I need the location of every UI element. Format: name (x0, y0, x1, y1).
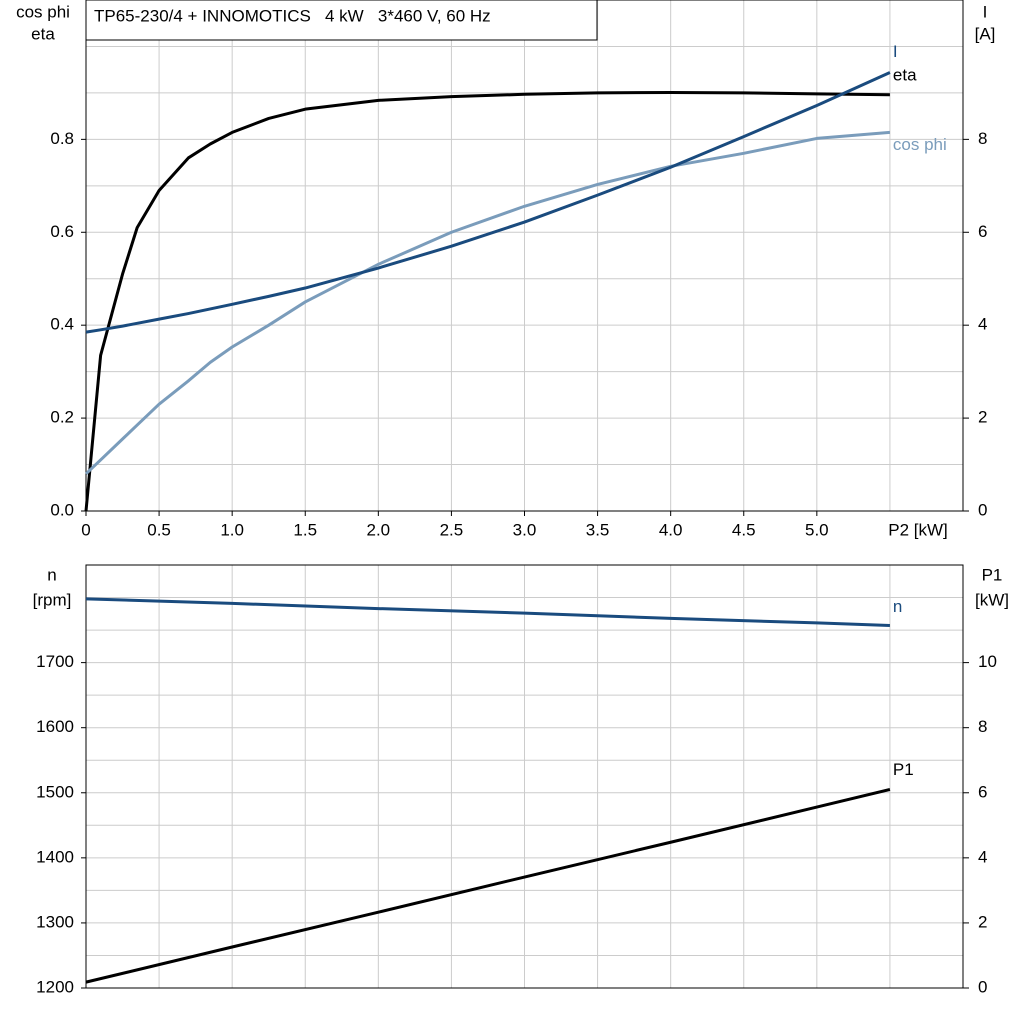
x-tick-label: 1.0 (220, 520, 244, 539)
series-label: cos phi (893, 135, 947, 154)
x-tick-label: 3.5 (586, 520, 610, 539)
y-tick-label: 0.6 (50, 222, 74, 241)
x-tick-label: 0 (81, 520, 90, 539)
y-axis-label: cos phi (16, 2, 70, 21)
y2-tick-label: 4 (978, 847, 987, 866)
y2-axis-label: P1 (982, 565, 1003, 584)
y-tick-label: 0.8 (50, 129, 74, 148)
y-axis-label: eta (31, 24, 55, 43)
y-tick-label: 1700 (36, 652, 74, 671)
y2-tick-label: 4 (978, 315, 987, 334)
x-tick-label: 0.5 (147, 520, 171, 539)
y-tick-label: 1500 (36, 782, 74, 801)
series-label: P1 (893, 760, 914, 779)
x-tick-label: 2.5 (440, 520, 464, 539)
x-axis-label: P2 [kW] (888, 520, 948, 539)
series-label: eta (893, 65, 917, 84)
x-tick-label: 2.0 (367, 520, 391, 539)
series-line (85, 788, 891, 984)
y-tick-label: 1200 (36, 977, 74, 996)
y2-axis-label: [A] (975, 24, 996, 43)
y2-tick-label: 10 (978, 652, 997, 671)
y-tick-label: 0.2 (50, 408, 74, 427)
title-box (85, 0, 598, 41)
y2-tick-label: 8 (978, 717, 987, 736)
series-line (85, 71, 891, 334)
x-tick-label: 3.0 (513, 520, 537, 539)
series-line (84, 130, 891, 475)
y2-tick-label: 6 (978, 782, 987, 801)
y2-tick-label: 8 (978, 129, 987, 148)
y-tick-label: 1400 (36, 847, 74, 866)
y2-tick-label: 2 (978, 912, 987, 931)
y-tick-label: 1600 (36, 717, 74, 736)
plot-frame (85, 564, 964, 989)
y-axis-label: [rpm] (33, 590, 72, 609)
y-tick-label: 0.0 (50, 500, 74, 519)
y2-axis-label: [kW] (975, 590, 1009, 609)
y-tick-label: 1300 (36, 912, 74, 931)
y2-tick-label: 0 (978, 500, 987, 519)
y2-tick-label: 6 (978, 222, 987, 241)
series-label: I (893, 42, 898, 61)
y2-tick-label: 0 (978, 977, 987, 996)
y-axis-label: n (47, 565, 56, 584)
series-line (85, 597, 890, 628)
x-tick-label: 5.0 (805, 520, 829, 539)
x-tick-label: 4.0 (659, 520, 683, 539)
y-tick-label: 0.4 (50, 315, 74, 334)
series-line (84, 90, 890, 512)
series-label: n (893, 597, 902, 616)
chart-title: TP65-230/4 + INNOMOTICS 4 kW 3*460 V, 60… (94, 6, 491, 25)
x-tick-label: 1.5 (293, 520, 317, 539)
y2-tick-label: 2 (978, 408, 987, 427)
y2-axis-label: I (983, 2, 988, 21)
x-tick-label: 4.5 (732, 520, 756, 539)
